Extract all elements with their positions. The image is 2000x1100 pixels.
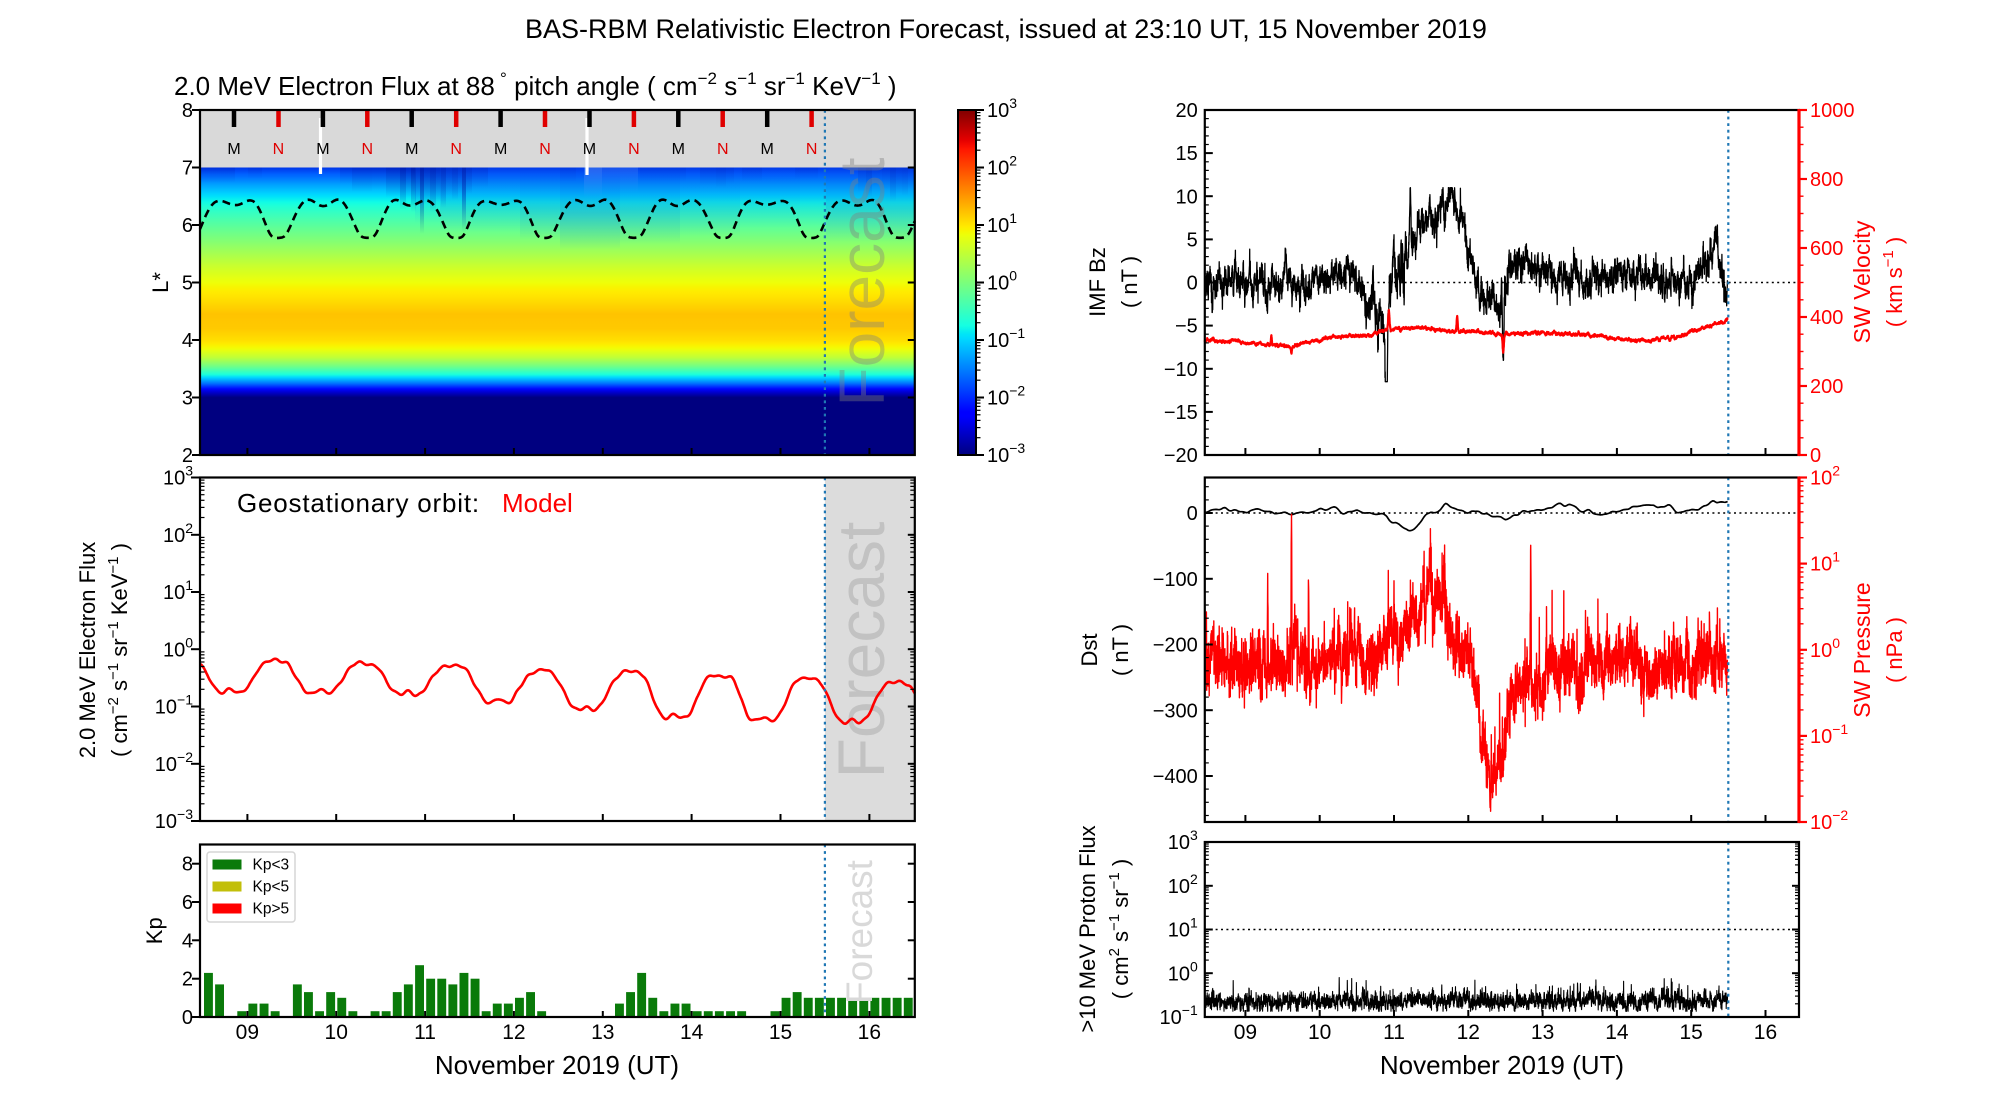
svg-text:2.0 MeV Electron Flux: 2.0 MeV Electron Flux bbox=[75, 542, 100, 758]
svg-text:BAS-RBM Relativistic Electron: BAS-RBM Relativistic Electron Forecast, … bbox=[525, 14, 1487, 44]
svg-text:09: 09 bbox=[236, 1021, 259, 1044]
svg-text:5: 5 bbox=[182, 273, 193, 295]
svg-text:−5: −5 bbox=[1175, 316, 1198, 338]
svg-text:( km s−1 ): ( km s−1 ) bbox=[1880, 237, 1907, 327]
svg-text:November 2019 (UT): November 2019 (UT) bbox=[435, 1050, 679, 1080]
svg-text:( nPa ): ( nPa ) bbox=[1882, 617, 1907, 683]
svg-text:>10 MeV Proton Flux: >10 MeV Proton Flux bbox=[1075, 825, 1100, 1032]
svg-text:Forecast: Forecast bbox=[826, 157, 898, 406]
svg-text:10: 10 bbox=[325, 1021, 348, 1044]
svg-text:Geostationary orbit:: Geostationary orbit: bbox=[237, 488, 480, 518]
svg-text:100: 100 bbox=[1168, 958, 1198, 985]
svg-text:−10: −10 bbox=[1164, 359, 1198, 381]
svg-text:6: 6 bbox=[182, 215, 193, 237]
svg-text:14: 14 bbox=[1605, 1021, 1629, 1044]
svg-text:09: 09 bbox=[1234, 1021, 1257, 1044]
svg-text:M: M bbox=[316, 141, 329, 158]
svg-text:Kp<3: Kp<3 bbox=[253, 857, 290, 874]
svg-text:Dst: Dst bbox=[1077, 634, 1102, 667]
svg-text:7: 7 bbox=[182, 158, 193, 180]
svg-text:13: 13 bbox=[591, 1021, 614, 1044]
svg-text:0: 0 bbox=[1187, 503, 1198, 525]
svg-text:15: 15 bbox=[1680, 1021, 1703, 1044]
svg-text:Kp<5: Kp<5 bbox=[253, 879, 290, 896]
svg-text:1000: 1000 bbox=[1810, 100, 1855, 122]
svg-text:SW Velocity: SW Velocity bbox=[1849, 220, 1875, 343]
svg-text:2: 2 bbox=[182, 445, 193, 467]
svg-text:−400: −400 bbox=[1153, 766, 1198, 788]
svg-text:11: 11 bbox=[414, 1021, 436, 1044]
svg-text:4: 4 bbox=[182, 930, 193, 952]
svg-text:6: 6 bbox=[182, 892, 193, 914]
svg-text:10: 10 bbox=[1176, 186, 1198, 208]
svg-text:−200: −200 bbox=[1153, 635, 1198, 657]
svg-text:12: 12 bbox=[1457, 1021, 1480, 1044]
svg-text:2: 2 bbox=[182, 969, 193, 991]
svg-text:4: 4 bbox=[182, 330, 193, 352]
svg-text:200: 200 bbox=[1810, 376, 1843, 398]
svg-text:8: 8 bbox=[182, 100, 193, 122]
svg-text:M: M bbox=[494, 141, 507, 158]
svg-text:N: N bbox=[539, 141, 551, 158]
svg-text:5: 5 bbox=[1187, 229, 1198, 251]
svg-text:−15: −15 bbox=[1164, 402, 1198, 424]
svg-text:Kp>5: Kp>5 bbox=[253, 901, 290, 918]
svg-text:0: 0 bbox=[1187, 273, 1198, 295]
svg-text:13: 13 bbox=[1531, 1021, 1554, 1044]
svg-text:Kp: Kp bbox=[142, 917, 167, 944]
svg-text:N: N bbox=[806, 141, 818, 158]
svg-text:400: 400 bbox=[1810, 307, 1843, 329]
svg-text:15: 15 bbox=[1176, 143, 1198, 165]
svg-text:16: 16 bbox=[1754, 1021, 1777, 1044]
svg-text:12: 12 bbox=[502, 1021, 525, 1044]
svg-text:2.0 MeV Electron Flux at 88 °: 2.0 MeV Electron Flux at 88 ° pitch angl… bbox=[174, 69, 897, 101]
svg-text:Forecast: Forecast bbox=[839, 859, 880, 1004]
svg-text:600: 600 bbox=[1810, 238, 1843, 260]
svg-text:( cm−2 s−1 sr−1 KeV−1 ): ( cm−2 s−1 sr−1 KeV−1 ) bbox=[105, 543, 132, 757]
svg-text:M: M bbox=[583, 141, 596, 158]
svg-text:Model: Model bbox=[502, 488, 573, 518]
svg-text:−100: −100 bbox=[1153, 569, 1198, 591]
svg-text:N: N bbox=[717, 141, 729, 158]
svg-text:N: N bbox=[273, 141, 285, 158]
svg-text:16: 16 bbox=[858, 1021, 881, 1044]
svg-text:( nT ): ( nT ) bbox=[1108, 624, 1133, 676]
svg-text:M: M bbox=[761, 141, 774, 158]
svg-text:SW Pressure: SW Pressure bbox=[1849, 582, 1875, 717]
svg-text:10: 10 bbox=[1308, 1021, 1331, 1044]
svg-text:3: 3 bbox=[182, 388, 193, 410]
svg-text:( nT ): ( nT ) bbox=[1117, 256, 1142, 308]
svg-text:IMF Bz: IMF Bz bbox=[1085, 247, 1110, 317]
svg-text:M: M bbox=[227, 141, 240, 158]
svg-text:14: 14 bbox=[680, 1021, 704, 1044]
svg-text:M: M bbox=[405, 141, 418, 158]
svg-text:8: 8 bbox=[182, 854, 193, 876]
svg-text:N: N bbox=[362, 141, 374, 158]
svg-text:0: 0 bbox=[1810, 445, 1821, 467]
svg-text:L*: L* bbox=[148, 272, 173, 293]
svg-text:0: 0 bbox=[182, 1007, 193, 1029]
svg-text:11: 11 bbox=[1383, 1021, 1405, 1044]
svg-text:15: 15 bbox=[769, 1021, 792, 1044]
svg-text:Forecast: Forecast bbox=[824, 522, 898, 779]
svg-text:N: N bbox=[450, 141, 462, 158]
svg-text:−20: −20 bbox=[1164, 445, 1198, 467]
svg-text:20: 20 bbox=[1176, 100, 1198, 122]
svg-text:−300: −300 bbox=[1153, 700, 1198, 722]
svg-text:N: N bbox=[628, 141, 640, 158]
svg-text:800: 800 bbox=[1810, 169, 1843, 191]
svg-text:103: 103 bbox=[987, 95, 1017, 122]
svg-text:November 2019 (UT): November 2019 (UT) bbox=[1380, 1050, 1624, 1080]
svg-text:M: M bbox=[672, 141, 685, 158]
